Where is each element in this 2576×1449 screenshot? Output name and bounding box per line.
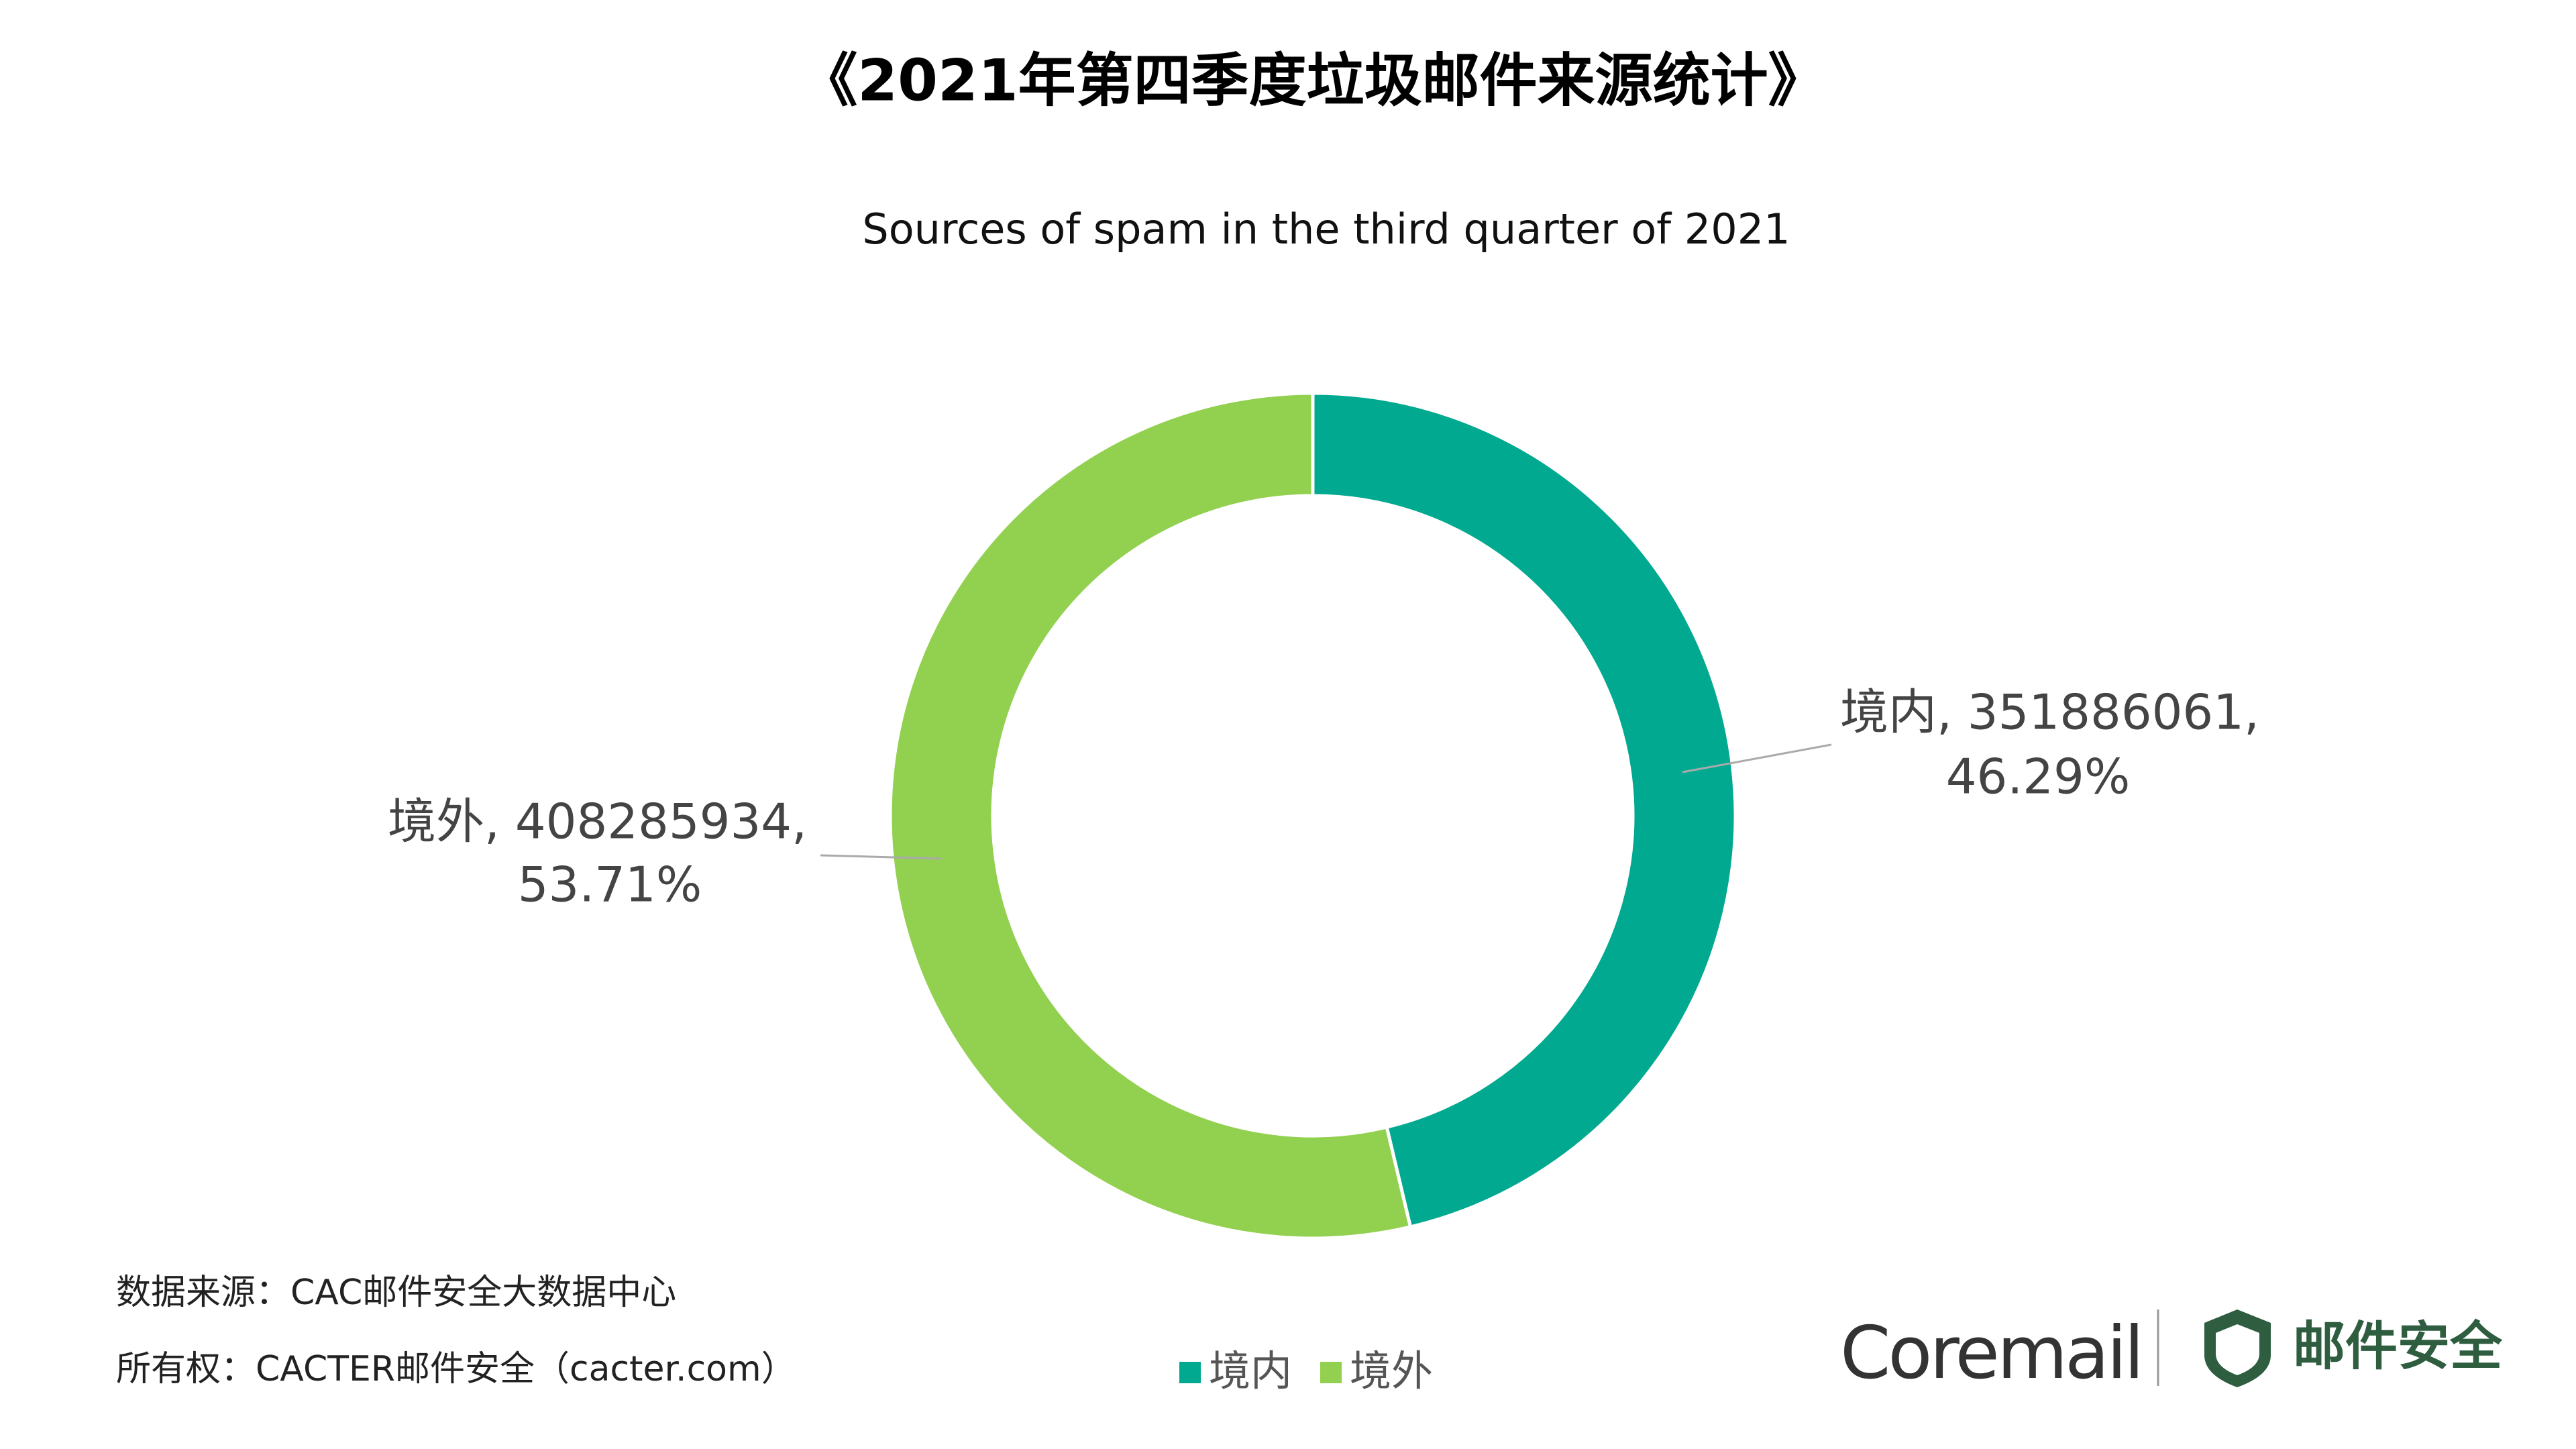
copyright-note: 所有权：CACTER邮件安全（cacter.com）: [116, 1349, 796, 1389]
donut-slice: [1311, 391, 1737, 1229]
data-label: 境外, 408285934,: [388, 794, 807, 850]
leader-line: [1682, 743, 1832, 773]
coremail-logo: Coremail: [1840, 1311, 2141, 1395]
legend-swatch: [1320, 1362, 1342, 1383]
brand-logo: 邮件安全: [2293, 1316, 2503, 1377]
legend-label: 境外: [1350, 1346, 1433, 1395]
leader-line: [820, 854, 942, 860]
data-label: 53.71%: [518, 857, 702, 913]
chart-subtitle: Sources of spam in the third quarter of …: [862, 205, 1790, 254]
legend-swatch: [1179, 1362, 1201, 1383]
shield-inner: [2216, 1324, 2259, 1375]
chart-title: 《2021年第四季度垃圾邮件来源统计》: [800, 47, 1825, 114]
source-note: 数据来源：CAC邮件安全大数据中心: [116, 1273, 676, 1313]
data-label: 境内, 351886061,: [1840, 684, 2259, 741]
donut-slice: [888, 391, 1413, 1240]
legend-label: 境内: [1209, 1346, 1292, 1395]
data-label: 46.29%: [1946, 749, 2131, 805]
